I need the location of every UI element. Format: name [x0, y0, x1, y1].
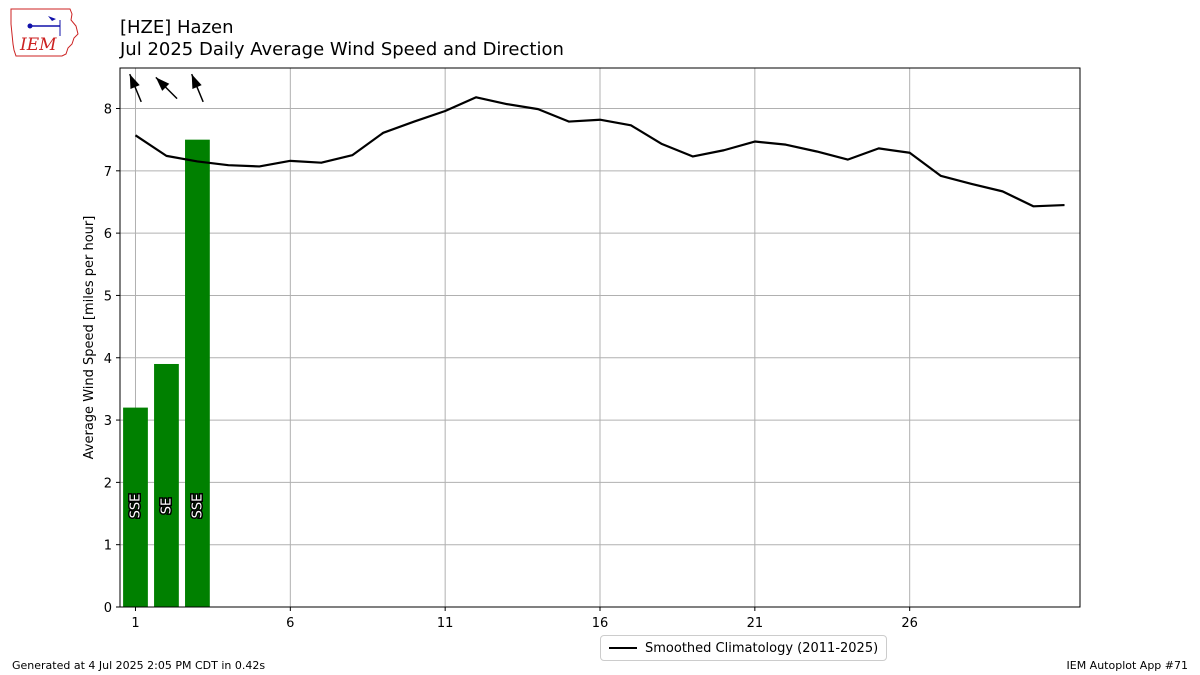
- app-label: IEM Autoplot App #71: [1066, 659, 1189, 672]
- logo-text: IEM: [19, 35, 57, 55]
- direction-label: SSE: [190, 494, 205, 519]
- x-tick-label: 6: [286, 616, 294, 631]
- x-tick-label: 16: [592, 616, 609, 631]
- x-tick-label: 1: [131, 616, 139, 631]
- y-tick-label: 3: [104, 414, 112, 429]
- wind-arrow-head: [191, 74, 202, 89]
- y-tick-label: 6: [104, 227, 112, 242]
- y-axis-label: Average Wind Speed [miles per hour]: [82, 216, 97, 460]
- chart-title: [HZE] Hazen: [120, 17, 234, 38]
- wind-arrow-head: [155, 77, 170, 91]
- y-tick-label: 5: [104, 289, 112, 304]
- wind-arrow-head: [129, 74, 140, 89]
- x-tick-label: 26: [901, 616, 918, 631]
- direction-label: SSE: [128, 494, 143, 519]
- y-tick-label: 1: [104, 539, 112, 554]
- legend: Smoothed Climatology (2011-2025): [600, 635, 888, 661]
- legend-line-swatch: [609, 647, 637, 649]
- x-tick-label: 11: [437, 616, 454, 631]
- y-tick-label: 4: [104, 352, 112, 367]
- y-tick-label: 2: [104, 476, 112, 491]
- bar-day-2: [154, 363, 179, 607]
- climatology-line: [134, 96, 1065, 208]
- x-tick-label: 21: [747, 616, 764, 631]
- chart-subtitle: Jul 2025 Daily Average Wind Speed and Di…: [120, 39, 564, 60]
- y-tick-label: 8: [104, 103, 112, 118]
- y-tick-label: 0: [104, 601, 112, 616]
- iem-logo: IEM: [10, 8, 79, 57]
- bar-day-1: [123, 407, 148, 607]
- y-tick-label: 7: [104, 165, 112, 180]
- iowa-outline: [10, 8, 79, 57]
- legend-label: Smoothed Climatology (2011-2025): [645, 640, 879, 656]
- generated-note: Generated at 4 Jul 2025 2:05 PM CDT in 0…: [12, 659, 266, 672]
- bar-day-3: [185, 139, 210, 607]
- direction-label: SE: [159, 498, 174, 514]
